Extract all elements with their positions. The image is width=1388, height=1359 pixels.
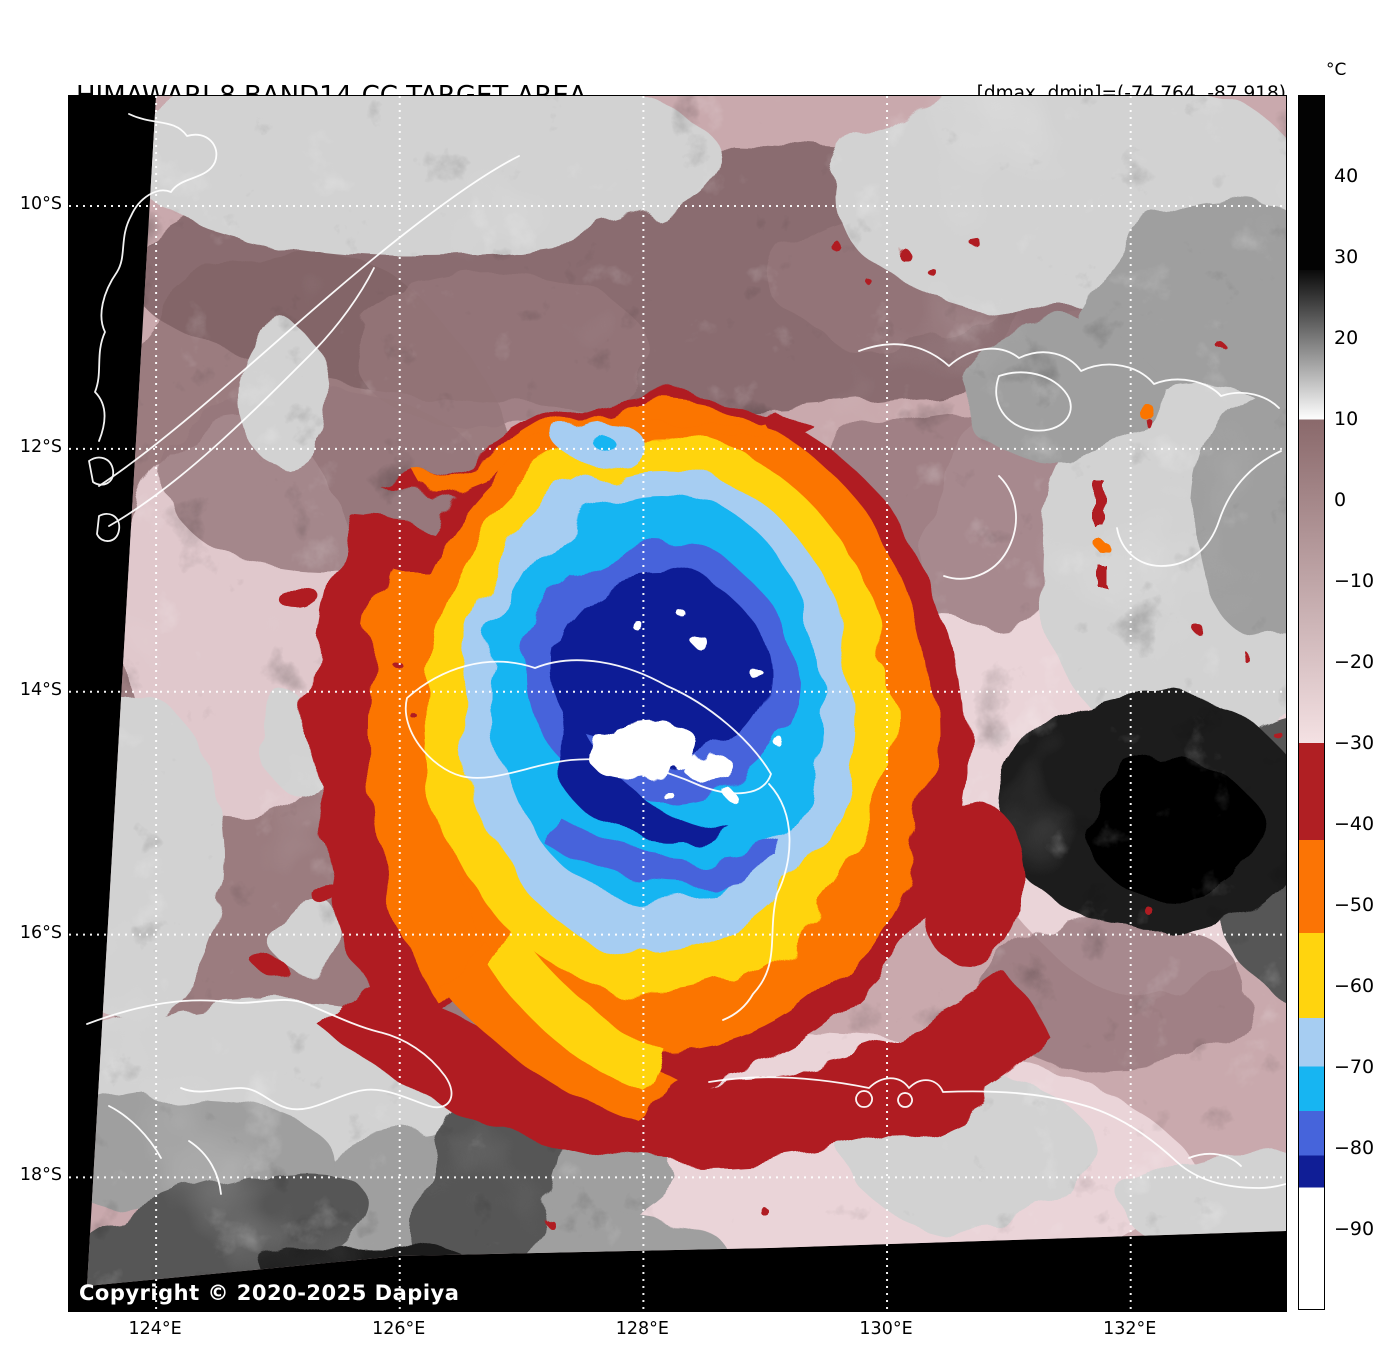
coastline-small-island-1 <box>88 456 114 486</box>
copyright-label: Copyright © 2020-2025 Dapiya <box>79 1281 460 1305</box>
colorbar-tick-label: −80 <box>1334 1137 1375 1159</box>
colorbar-tick-label: −90 <box>1334 1218 1375 1240</box>
colorbar-tick-label: −70 <box>1334 1056 1375 1078</box>
x-axis-tick-label: 132°E <box>1103 1319 1157 1339</box>
colorbar-tick-label: 30 <box>1334 246 1359 268</box>
y-axis-tick-label: 10°S <box>19 194 62 214</box>
coastline-timor-trail <box>722 783 791 1021</box>
cyclone <box>267 391 1054 1168</box>
cyclone-coldest-white-patches <box>589 609 780 801</box>
coastline-sulawesi <box>94 113 218 442</box>
x-axis-tick-label: 126°E <box>372 1319 426 1339</box>
coastline-timor <box>404 659 772 795</box>
x-axis-tick-label: 128°E <box>615 1319 669 1339</box>
x-axis-tick-label: 124°E <box>128 1319 182 1339</box>
y-axis-tick-label: 14°S <box>19 679 62 700</box>
colorbar-tick-label: 40 <box>1334 165 1359 187</box>
y-axis-tick-label: 16°S <box>19 922 62 943</box>
data-swath <box>87 96 1286 1286</box>
coastline-right-wiggle-2 <box>943 475 1017 580</box>
coastline-right-wiggle-1 <box>1116 450 1282 567</box>
colorbar-unit-label: °C <box>1326 60 1347 80</box>
colorbar-tick-label: 20 <box>1334 327 1359 349</box>
coastline-australia-north <box>708 1076 1286 1189</box>
coastline-loop-a <box>855 1090 873 1108</box>
colorbar-tick-label: 0 <box>1334 489 1347 511</box>
coastline-loop-b <box>897 1092 913 1108</box>
coastline-banda-arc-2 <box>108 267 375 527</box>
colorbar <box>1298 95 1325 1310</box>
colorbar-tick-label: −20 <box>1334 651 1375 673</box>
coastline-right-low <box>1188 1152 1242 1167</box>
satellite-image <box>69 96 1286 1311</box>
coastlines <box>86 113 1286 1195</box>
coastline-small-island-2 <box>96 513 121 542</box>
colorbar-tick-label: −40 <box>1334 813 1375 835</box>
coastline-banda-arc-1 <box>98 155 520 487</box>
satellite-map-panel: Copyright © 2020-2025 Dapiya <box>68 95 1287 1312</box>
colorbar-tick-label: −10 <box>1334 570 1375 592</box>
colorbar-tick-label: −60 <box>1334 975 1375 997</box>
y-axis-tick-label: 18°S <box>19 1165 62 1186</box>
coastline-kimberley-inlet-1 <box>108 1105 162 1159</box>
colorbar-tick-label: −30 <box>1334 732 1375 754</box>
colorbar-tick-label: −50 <box>1334 894 1375 916</box>
coastline-island-loop <box>995 371 1072 432</box>
y-axis-tick-label: 12°S <box>19 436 62 457</box>
colorbar-tick-label: 10 <box>1334 408 1359 430</box>
x-axis-tick-label: 130°E <box>859 1319 913 1339</box>
cyclone-cold-core-navy <box>550 571 764 840</box>
coastline-island-chain-ne <box>858 343 1280 409</box>
coastline-kimberley <box>86 999 453 1111</box>
cold-speckles <box>395 238 1283 1228</box>
coastline-kimberley-inlet-2 <box>188 1140 222 1195</box>
